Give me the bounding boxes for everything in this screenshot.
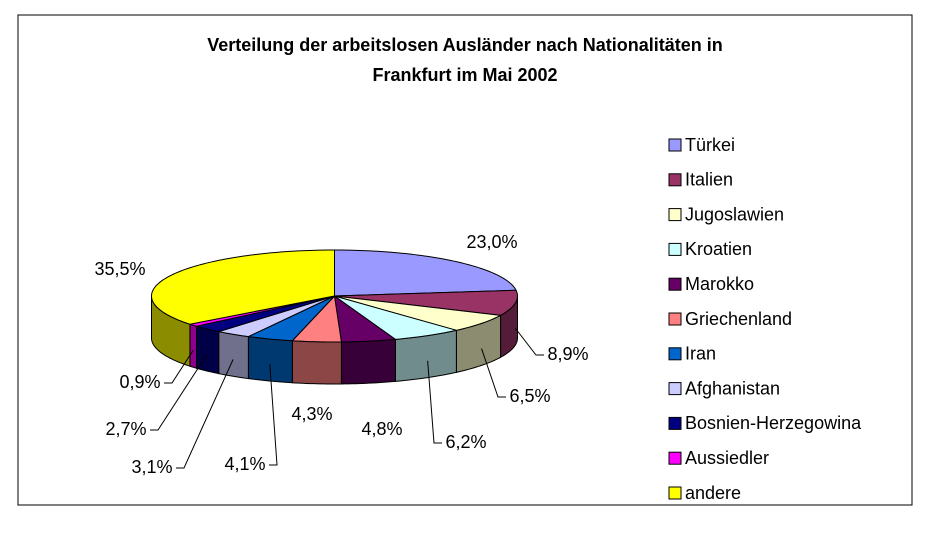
leader-line: [269, 364, 278, 466]
legend-swatch: [668, 347, 682, 361]
legend-label: Aussiedler: [685, 448, 769, 468]
legend-label: andere: [685, 483, 741, 503]
data-label: 0,9%: [119, 372, 160, 392]
legend-label: Marokko: [685, 274, 754, 294]
leader-line: [164, 350, 194, 384]
pie-slice: [218, 295, 335, 338]
legend-label: Bosnien-Herzegowina: [685, 413, 862, 433]
data-label: 8,9%: [547, 344, 588, 364]
leader-line: [481, 348, 506, 398]
legend-label: Afghanistan: [685, 378, 780, 398]
legend-swatch: [668, 451, 682, 465]
pie-slice-side: [291, 340, 342, 385]
data-label: 23,0%: [466, 232, 517, 252]
legend-swatch: [668, 242, 682, 256]
pie-slice-side: [218, 331, 249, 380]
legend-label: Kroatien: [685, 239, 752, 259]
legend-label: Iran: [685, 344, 716, 364]
pie-slice-side: [195, 325, 220, 375]
legend-label: Italien: [685, 170, 733, 190]
leader-line: [150, 353, 208, 431]
legend-swatch: [668, 312, 682, 326]
pie-slice: [246, 295, 335, 342]
pie-slice: [334, 289, 518, 316]
data-label: 35,5%: [94, 259, 145, 279]
pie-slice: [333, 294, 397, 343]
chart-subtitle: Frankfurt im Mai 2002: [372, 65, 557, 85]
pie-slice: [196, 295, 335, 333]
legend-label: Türkei: [685, 135, 735, 155]
data-label: 6,5%: [509, 386, 550, 406]
leader-line: [176, 359, 234, 469]
pie-slice: [334, 295, 503, 331]
legend-swatch: [668, 416, 682, 430]
data-label: 2,7%: [105, 419, 146, 439]
legend-swatch: [668, 208, 682, 222]
data-label: 3,1%: [131, 457, 172, 477]
legend-swatch: [668, 486, 682, 500]
data-label: 6,2%: [445, 432, 486, 452]
legend-swatch: [668, 277, 682, 291]
pie-slice: [334, 295, 457, 340]
data-label: 4,3%: [291, 404, 332, 424]
pie-slice-side: [189, 323, 197, 369]
legend-swatch: [668, 173, 682, 187]
legend-label: Jugoslawien: [685, 204, 784, 224]
pie-slice: [334, 249, 517, 297]
chart-title: Verteilung der arbeitslosen Ausländer na…: [207, 35, 722, 55]
legend-label: Griechenland: [685, 309, 792, 329]
data-label: 4,1%: [224, 454, 265, 474]
pie-slice: [291, 294, 342, 343]
data-label: 4,8%: [361, 419, 402, 439]
leader-line: [427, 360, 442, 444]
leader-line: [514, 327, 544, 356]
pie-slice-side: [340, 338, 396, 385]
legend-swatch: [668, 382, 682, 396]
legend-swatch: [668, 138, 682, 152]
pie-slice: [151, 249, 335, 325]
chart-frame: [17, 14, 913, 506]
